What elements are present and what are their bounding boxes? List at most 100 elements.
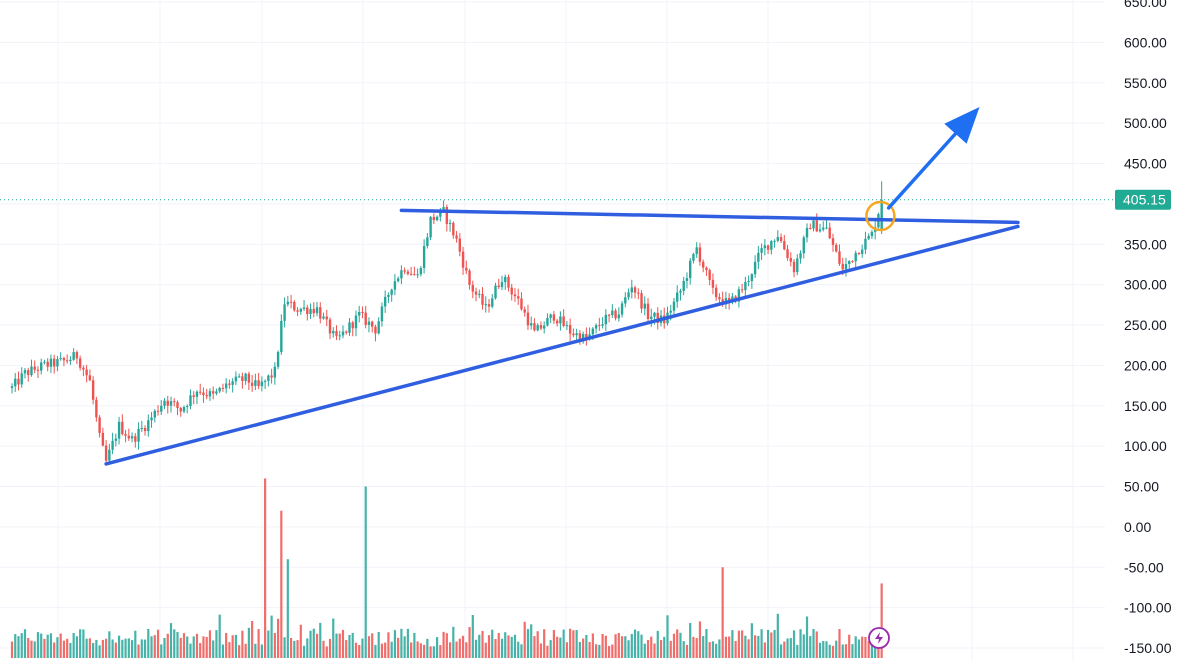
volume-bar <box>630 633 633 658</box>
volume-bar <box>702 636 705 658</box>
volume-bar <box>205 636 208 658</box>
candle-body <box>147 420 150 432</box>
candle-body <box>848 261 851 264</box>
volume-bar <box>445 633 448 658</box>
candle-body <box>770 241 773 250</box>
candle-body <box>637 292 640 294</box>
volume-bar <box>715 643 718 658</box>
volume-bar <box>117 635 121 658</box>
volume-bar <box>283 637 286 658</box>
candle-body <box>812 220 815 229</box>
volume-bar <box>186 636 189 658</box>
volume-bar <box>108 631 111 658</box>
volume-bar <box>760 629 763 658</box>
candle-body <box>452 222 455 236</box>
volume-bar <box>17 636 20 658</box>
candle-body <box>689 260 692 279</box>
volume-bar <box>121 639 124 658</box>
candle-body <box>299 308 303 312</box>
volume-bar <box>413 632 416 658</box>
volume-bar <box>124 638 127 658</box>
y-tick-label: 200.00 <box>1124 357 1167 373</box>
candle-body <box>325 316 328 320</box>
resistance-trendline <box>399 208 1020 225</box>
candle-body <box>445 207 449 224</box>
volume-bar <box>783 641 786 658</box>
volume-bar <box>309 630 312 658</box>
volume-bar <box>838 629 841 658</box>
candle-body <box>422 246 426 268</box>
volume-bar <box>731 630 734 658</box>
volume-bar <box>857 639 861 658</box>
candle-body <box>705 267 708 271</box>
volume-bar <box>481 630 484 658</box>
candle-body <box>461 251 465 268</box>
volume-bar <box>374 644 377 658</box>
candle-body <box>322 316 325 319</box>
volume-bar <box>786 638 789 658</box>
candle-body <box>783 241 786 250</box>
volume-bar <box>523 621 526 658</box>
volume-bar <box>679 632 682 658</box>
candle-body <box>370 321 374 327</box>
volume-bar <box>62 640 66 658</box>
volume-bar <box>633 629 637 658</box>
candle-body <box>650 316 653 320</box>
volume-bar <box>471 614 474 658</box>
volume-bar <box>276 618 280 658</box>
candle-body <box>409 273 413 275</box>
arrow-head <box>944 106 980 144</box>
candle-body <box>513 294 517 297</box>
volume-bar <box>306 638 309 658</box>
candle-body <box>383 296 387 307</box>
volume-bar <box>815 631 818 658</box>
volume-bar <box>351 632 354 658</box>
candle-body <box>309 308 312 315</box>
volume-bar <box>10 641 14 658</box>
volume-bar <box>484 642 487 658</box>
candle-body <box>228 383 231 385</box>
volume-bars <box>10 478 883 658</box>
candle-body <box>390 289 393 295</box>
candle-body <box>572 333 575 336</box>
volume-bar <box>695 638 698 658</box>
candle-body <box>841 263 844 270</box>
volume-bar <box>189 643 192 658</box>
candle-body <box>555 320 559 324</box>
y-tick-label: 150.00 <box>1124 398 1167 414</box>
candle-body <box>14 378 17 387</box>
candle-body <box>500 282 504 288</box>
candle-body <box>250 382 254 386</box>
volume-bar <box>43 638 46 658</box>
volume-bar <box>543 629 546 658</box>
candle-body <box>17 378 20 385</box>
candle-body <box>143 427 147 432</box>
candle-body <box>396 278 400 282</box>
candle-body <box>117 421 121 439</box>
candle-body <box>744 281 747 291</box>
lightning-icon[interactable] <box>868 627 890 649</box>
candle-body <box>224 383 228 389</box>
volume-bar <box>588 641 591 658</box>
candle-body <box>153 410 156 418</box>
candle-body <box>568 325 572 334</box>
breakout-circle <box>865 200 896 232</box>
candle-body <box>137 428 140 442</box>
candle-body <box>520 298 523 310</box>
candle-body <box>835 244 838 252</box>
candle-body <box>880 199 883 230</box>
candle-body <box>189 395 192 406</box>
candle-body <box>416 274 419 276</box>
volume-bar <box>397 637 400 658</box>
volume-bar <box>698 621 702 658</box>
volume-bar <box>134 630 137 658</box>
candle-body <box>315 307 319 314</box>
candle-body <box>676 292 679 302</box>
candle-body <box>624 297 627 304</box>
volume-bar <box>364 486 367 658</box>
volume-bar <box>724 636 727 658</box>
volume-bar <box>591 633 594 658</box>
volume-bar <box>322 640 325 658</box>
volume-bar <box>763 642 766 658</box>
price-axis[interactable]: 650.00600.00550.00500.00450.00400.00350.… <box>1124 0 1172 656</box>
